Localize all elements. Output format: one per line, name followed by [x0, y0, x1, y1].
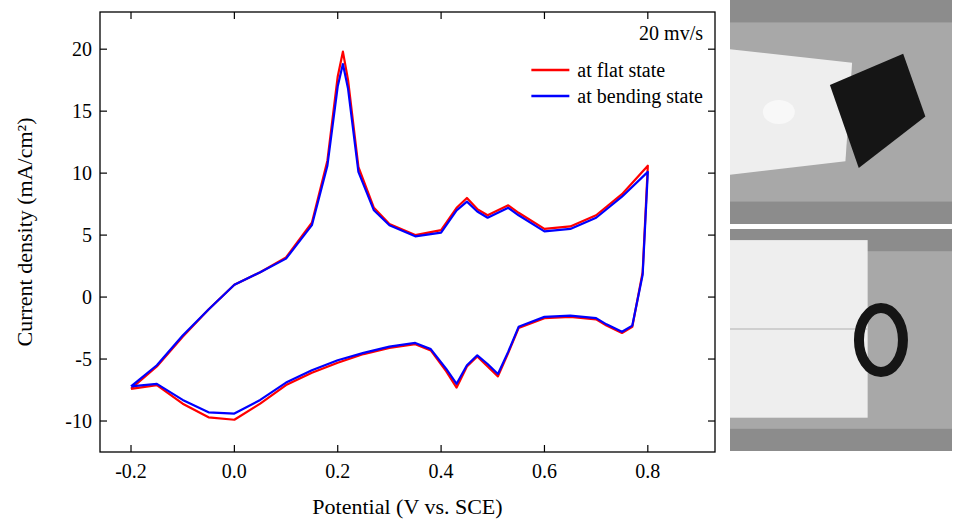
legend-label: at bending state — [577, 85, 703, 108]
legend-label: at flat state — [577, 59, 665, 81]
x-tick-top — [544, 12, 545, 19]
x-tick — [544, 445, 545, 452]
cv-curve — [131, 52, 648, 420]
x-tick-label: 0.4 — [429, 460, 454, 482]
x-tick — [130, 445, 131, 452]
y-tick-label: 10 — [72, 162, 92, 184]
x-tick — [647, 445, 648, 452]
y-tick — [100, 358, 107, 359]
x-tick — [234, 445, 235, 452]
y-tick — [100, 234, 107, 235]
photo-electrode — [830, 54, 925, 168]
series-group — [131, 52, 648, 420]
y-tick-label: -5 — [75, 348, 92, 370]
annotation: 20 mv/s — [639, 22, 703, 44]
y-tick — [100, 49, 107, 50]
photo-edge — [730, 328, 868, 330]
x-tick-label: 0.8 — [635, 460, 660, 482]
x-tick-top — [130, 12, 131, 19]
photo — [730, 0, 952, 224]
y-axis-title: Current density (mA/cm²) — [12, 118, 37, 347]
legend-swatch — [531, 69, 569, 72]
x-tick — [337, 445, 338, 452]
photo — [730, 229, 952, 451]
photo-holder — [730, 49, 852, 174]
photo-electrode — [859, 308, 903, 372]
photo-shade — [730, 22, 952, 201]
y-tick-label: 0 — [82, 286, 92, 308]
y-tick-label: 15 — [72, 100, 92, 122]
x-tick-top — [234, 12, 235, 19]
x-tick-label: 0.0 — [222, 460, 247, 482]
x-tick-top — [337, 12, 338, 19]
y-tick — [100, 173, 107, 174]
x-tick-label: 0.6 — [532, 460, 557, 482]
photo-background — [730, 229, 952, 451]
x-tick — [440, 445, 441, 452]
cv-curve — [131, 64, 648, 414]
x-tick-label: 0.2 — [325, 460, 350, 482]
y-tick-right — [708, 296, 715, 297]
plot-frame — [100, 12, 715, 452]
y-tick-right — [708, 111, 715, 112]
y-tick-right — [708, 173, 715, 174]
x-axis-title: Potential (V vs. SCE) — [312, 494, 502, 519]
y-tick — [100, 296, 107, 297]
y-tick-label: 20 — [72, 38, 92, 60]
y-tick — [100, 420, 107, 421]
photo-screw — [763, 100, 795, 124]
x-tick-top — [440, 12, 441, 19]
x-tick-top — [647, 12, 648, 19]
y-tick-right — [708, 49, 715, 50]
legend-swatch — [531, 95, 569, 98]
photo-background — [730, 0, 952, 224]
y-tick-right — [708, 234, 715, 235]
y-tick-right — [708, 358, 715, 359]
legend: at flat state at bending state — [531, 59, 703, 108]
y-tick-label: -10 — [65, 410, 92, 432]
y-tick-right — [708, 420, 715, 421]
y-tick — [100, 111, 107, 112]
x-tick-label: -0.2 — [115, 460, 147, 482]
photo-holder — [730, 240, 868, 418]
y-tick-label: 5 — [82, 224, 92, 246]
